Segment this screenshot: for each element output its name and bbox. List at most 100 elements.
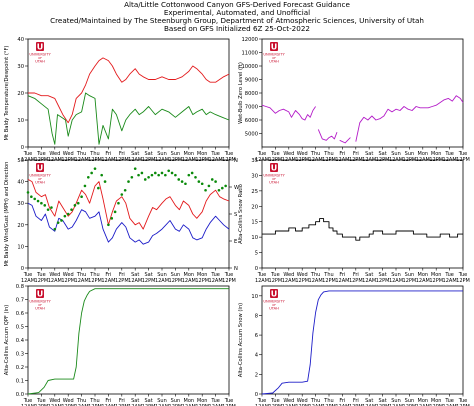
wind-direction-point [76,201,80,205]
x-tick-day: Tue [210,151,220,157]
y-tick-label: 30 [17,201,24,207]
logo-university-text: UNIVERSITY [263,53,285,57]
x-tick-day: Tue [444,151,454,157]
y-axis-label: Mt Baldy Temperature/Dewpoint (°F) [4,46,10,141]
plot-frame [27,285,230,395]
x-tick-day: Sun [405,272,415,278]
y-tick-label: 10 [17,118,24,124]
wind-direction-point [56,221,60,224]
wind-direction-point [33,197,36,201]
logo-university-text: UNIVERSITY [263,174,285,178]
wind-direction-point [214,180,217,183]
y-tick-label: 0.1 [16,379,24,385]
logo-state-text: UTAH [269,181,279,185]
x-tick-time: 12AM [48,404,62,406]
wind-direction-point [200,182,204,186]
y-tick-label: 4 [255,353,259,359]
wind-direction-point [170,171,174,175]
wind-direction-point [194,175,197,179]
x-tick-day: Sat [365,272,373,278]
x-tick-time: 12AM [443,404,457,406]
logo-university-text: UNIVERSITY [29,300,51,304]
x-tick-time: 12PM [195,404,209,406]
x-tick-day: Fri [119,398,125,404]
wind-direction-point [87,175,90,179]
x-tick-time: 12PM [349,278,363,284]
x-tick-time: 12AM [75,404,89,406]
logo-state-text: UTAH [269,60,279,64]
logo-state-text: UTAH [269,307,279,311]
y-axis-label: Mt Baldy Wind/Gust (MPH) and Direction [4,162,10,267]
y-tick-label: 30 [251,173,258,179]
y-tick-label: 5 [255,251,258,257]
x-tick-day: Wed [283,151,294,157]
logo-u-mark [36,289,44,298]
x-tick-day: Mon [184,272,195,278]
wind-direction-point [164,173,167,177]
x-tick-day: Thu [89,151,99,157]
logo-u-mark [270,289,278,298]
x-tick-day: Tue [257,398,267,404]
x-tick-day: Fri [353,151,359,157]
x-tick-time: 12PM [88,404,102,406]
wind-direction-point [97,186,100,190]
y-tick-label: 20 [251,204,258,210]
x-tick-day: Mon [431,398,442,404]
x-tick-day: Sun [157,151,167,157]
wind-direction-point [40,201,43,205]
panel-qpf: 0.00.10.20.30.40.50.60.70.8Tue12AMTue12P… [4,284,236,406]
wind-direction-point [210,178,214,181]
logo-university-text: UNIVERSITY [29,174,51,178]
x-tick-day: Sat [378,151,386,157]
x-tick-time: 12PM [142,278,156,284]
direction-tick-label: N [234,158,238,164]
x-tick-day: Mon [197,272,208,278]
x-tick-day: Sun [171,272,181,278]
y-tick-label: 10 [251,294,258,300]
wind-direction-point [83,184,87,188]
series-line-red [27,179,230,230]
x-tick-time: 12AM [128,404,142,406]
x-tick-day: Sat [365,398,373,404]
x-tick-day: Thu [76,398,86,404]
wind-direction-point [180,180,184,183]
wind-direction-point [103,180,107,183]
y-axis-label: Alta-Collins Accum QPF (in) [4,305,10,376]
x-tick-time: 12PM [429,278,443,284]
wind-direction-point [127,180,130,183]
series-line-red [28,57,230,124]
x-tick-day: Thu [89,398,99,404]
wind-direction-point [224,184,227,188]
x-tick-time: 12AM [101,404,115,406]
header-credit: Created/Maintained by The Steenburgh Gro… [50,16,424,25]
x-tick-day: Wed [49,398,60,404]
wind-direction-point [143,178,147,181]
logo-university-text: UNIVERSITY [263,300,285,304]
x-tick-day: Mon [418,398,429,404]
logo-u-letter: U [271,43,278,52]
wind-direction-point [204,188,207,192]
y-tick-label: 40 [17,180,24,186]
wind-direction-point [184,182,187,186]
logo-university-text: UNIVERSITY [29,53,51,57]
series-line-green [27,92,230,145]
x-tick-day: Fri [105,272,111,278]
y-tick-label: 0 [255,266,258,272]
x-tick-time: 12PM [295,278,309,284]
x-tick-time: 12PM [169,404,183,406]
logo-of-text: OF [272,177,276,181]
panel-slr: 05101520253035Tue12AMTue12PMWed12AMWed12… [238,158,470,284]
x-tick-day: Sun [171,151,181,157]
plot-frame [261,38,464,148]
y-tick-label: 5000 [245,132,258,138]
x-tick-day: Tue [270,151,280,157]
x-tick-time: 12PM [376,404,390,406]
x-tick-day: Mon [431,272,442,278]
x-tick-day: Sun [171,398,181,404]
y-tick-label: 6000 [245,118,258,124]
direction-tick-label: N [234,266,238,272]
wind-direction-point [167,169,170,173]
x-tick-time: 12PM [269,404,283,406]
x-tick-day: Wed [63,272,74,278]
